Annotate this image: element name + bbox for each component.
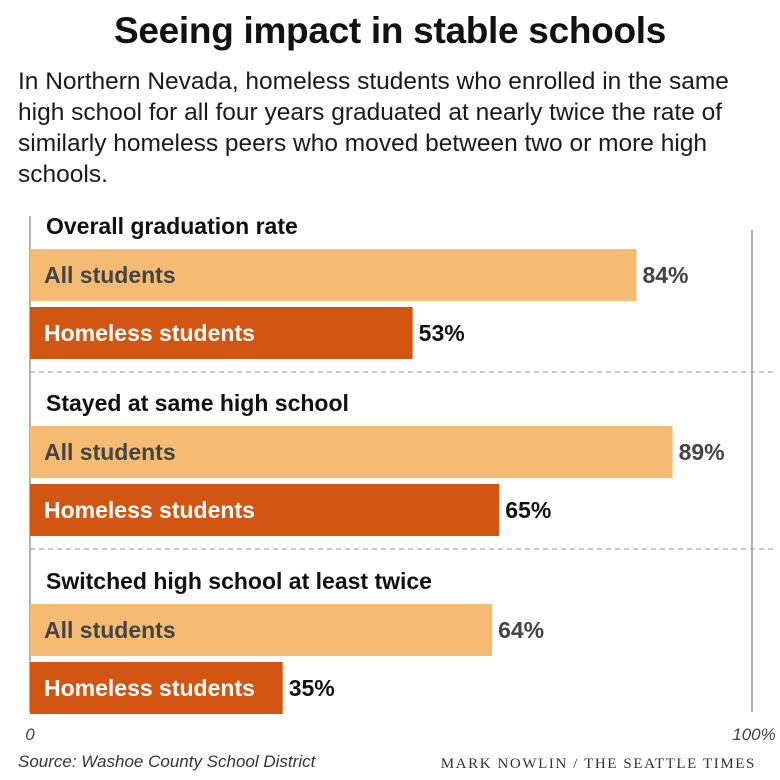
group-title: Switched high school at least twice — [46, 568, 432, 594]
data-label: 35% — [289, 675, 335, 701]
bar — [30, 307, 413, 359]
bar-label: All students — [44, 262, 176, 288]
data-label: 89% — [679, 439, 725, 465]
bar-label: Homeless students — [44, 320, 255, 346]
bar — [30, 604, 493, 656]
bar — [30, 249, 637, 301]
bar-label: Homeless students — [44, 497, 255, 523]
x-tick-label: 100% — [732, 725, 775, 744]
group-title: Stayed at same high school — [46, 390, 349, 416]
data-label: 53% — [419, 320, 465, 346]
bar — [30, 484, 500, 536]
source-note: Source: Washoe County School District — [18, 752, 316, 771]
data-label: 84% — [642, 262, 688, 288]
chart-subtitle: In Northern Nevada, homeless students wh… — [18, 68, 729, 188]
chart-title: Seeing impact in stable schools — [113, 10, 667, 51]
bar-label: All students — [44, 617, 176, 643]
group-title: Overall graduation rate — [46, 213, 298, 239]
bar-label: All students — [44, 439, 176, 465]
data-label: 65% — [505, 497, 551, 523]
credit-line: MARK NOWLIN / THE SEATTLE TIMES — [440, 756, 756, 772]
bar — [30, 426, 673, 478]
data-label: 64% — [498, 617, 544, 643]
x-tick-label: 0 — [25, 725, 35, 744]
bar — [30, 662, 283, 714]
bar-label: Homeless students — [44, 675, 255, 701]
